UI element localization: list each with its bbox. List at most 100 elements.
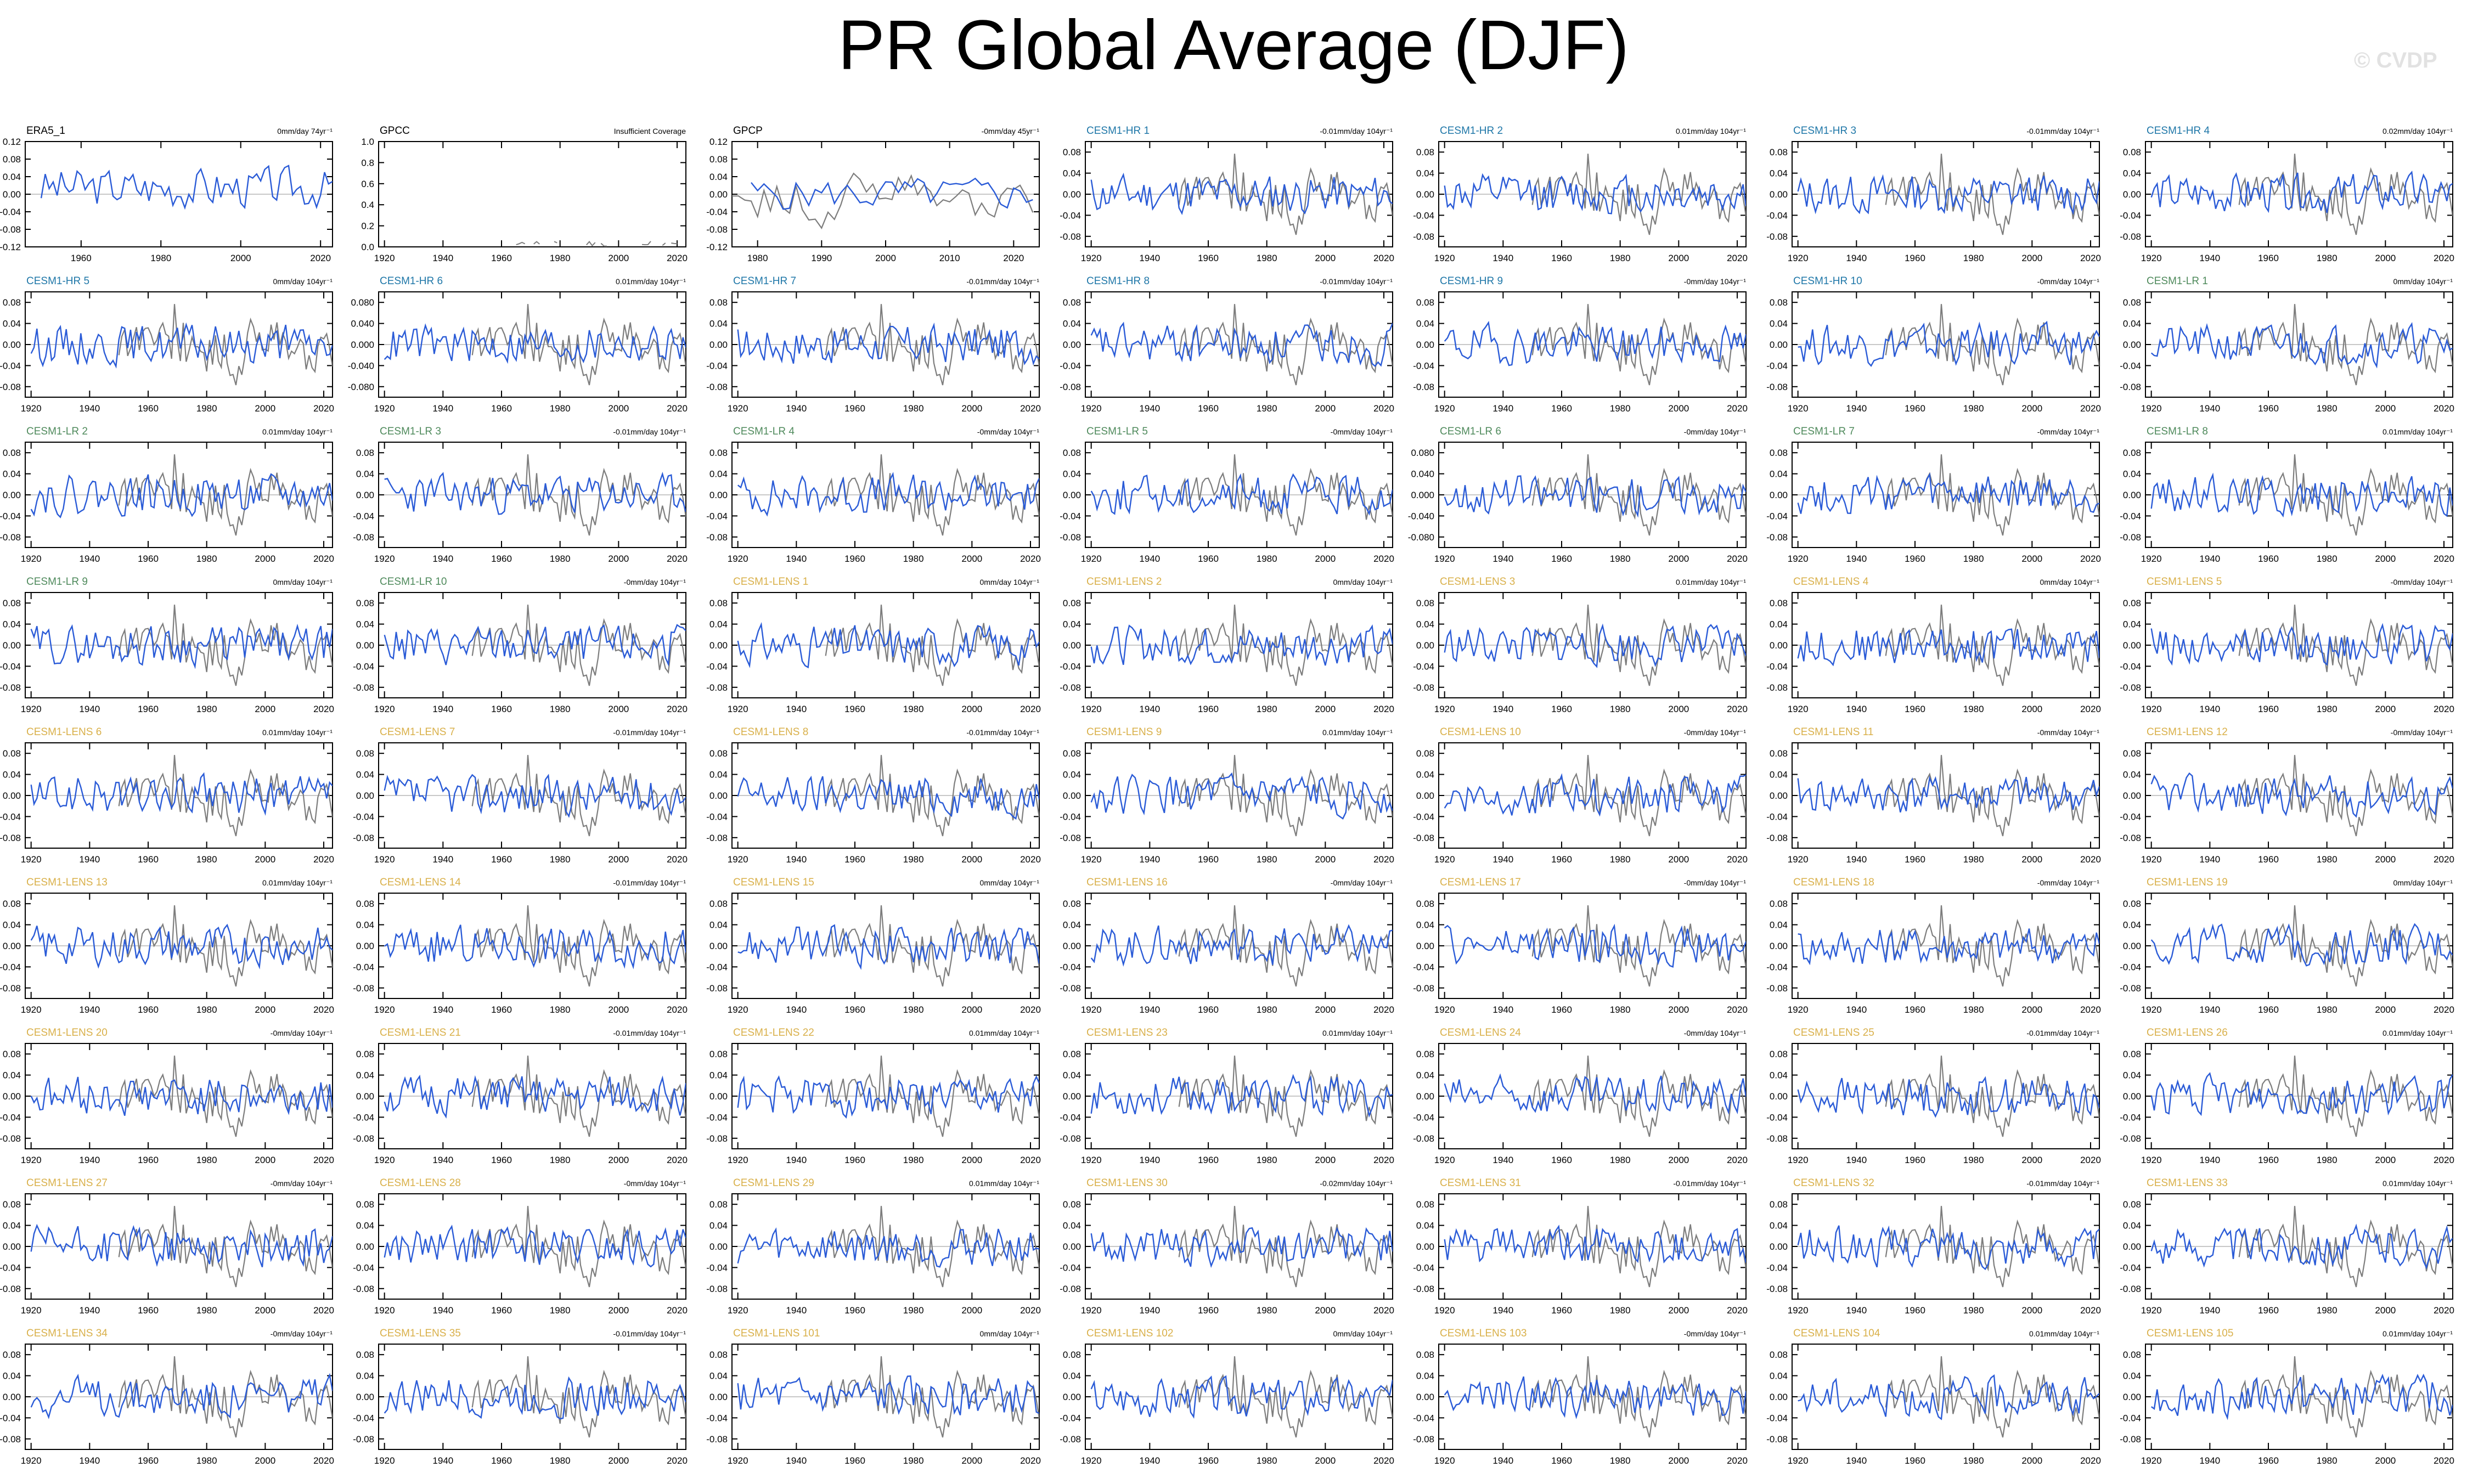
panel-cesm1-lens-11: 0.08 0.04 0.00 -0.04 -0.08 1920 1940 1960 1980 20… [1766, 726, 2101, 865]
y-tick-label: -0.04 [706, 811, 728, 822]
y-tick-label: 0.08 [709, 1199, 728, 1210]
x-tick-label: 1960 [844, 1455, 865, 1466]
x-tick-label: 1940 [786, 704, 807, 714]
obs-series-line [118, 1356, 333, 1438]
panel-cesm1-lens-20: 0.08 0.04 0.00 -0.04 -0.08 1920 1940 1960 1980 20… [0, 1027, 334, 1165]
x-tick-label: 2020 [313, 1005, 334, 1015]
x-tick-label: 2020 [1020, 1455, 1041, 1466]
x-tick-label: 1960 [491, 854, 512, 865]
y-tick-label: -0.08 [0, 224, 21, 235]
y-tick-label: 0.00 [1063, 640, 1081, 651]
y-tick-label: -0.04 [1766, 661, 1788, 672]
y-tick-label: 0.00 [1063, 189, 1081, 200]
y-tick-label: -0.08 [0, 833, 21, 843]
y-tick-label: -0.080 [1408, 532, 1434, 543]
y-tick-label: 0.000 [1411, 490, 1434, 500]
model-series-line [30, 1223, 333, 1268]
trend-label: 0mm/day 104yr⁻¹ [2393, 277, 2453, 286]
x-tick-label: 1940 [1492, 1155, 1513, 1165]
model-series-line [1090, 624, 1393, 666]
x-tick-label: 2020 [667, 403, 688, 414]
y-tick-label: -0.08 [1060, 682, 1081, 693]
x-tick-label: 1940 [1846, 403, 1867, 414]
x-tick-label: 2020 [1020, 704, 1041, 714]
x-tick-label: 1980 [1257, 1005, 1277, 1015]
x-tick-label: 2000 [2021, 554, 2042, 564]
y-tick-label: 0.04 [2123, 1221, 2141, 1231]
y-tick-label: 0.00 [2123, 340, 2141, 350]
model-series-line [1444, 773, 1746, 817]
y-tick-label: -0.04 [706, 1112, 728, 1122]
x-tick-label: 1940 [1139, 1305, 1160, 1316]
y-tick-label: -0.04 [1766, 962, 1788, 972]
x-tick-label: 1940 [1139, 854, 1160, 865]
x-tick-label: 1980 [196, 1455, 217, 1466]
y-tick-label: -0.04 [2120, 811, 2141, 822]
x-tick-label: 1940 [1492, 554, 1513, 564]
x-tick-label: 1920 [21, 704, 42, 714]
x-tick-label: 1920 [728, 704, 748, 714]
x-tick-label: 2000 [2375, 554, 2396, 564]
x-tick-label: 2020 [1020, 1005, 1041, 1015]
model-series-line [2150, 1223, 2453, 1269]
obs-series-line [1885, 1356, 2099, 1438]
y-tick-label: 0.04 [1770, 469, 1788, 479]
y-tick-label: 0.08 [2123, 1350, 2141, 1360]
y-tick-label: -0.04 [1060, 210, 1081, 221]
x-tick-label: 2020 [667, 1305, 688, 1316]
model-series-line [1798, 1374, 2099, 1420]
x-tick-label: 2020 [1373, 403, 1394, 414]
trend-label: 0.01mm/day 104yr⁻¹ [2029, 1329, 2099, 1338]
y-tick-label: 0.00 [1770, 1392, 1788, 1402]
x-tick-label: 1960 [1905, 1455, 1925, 1466]
model-series-line [2150, 472, 2453, 518]
x-tick-label: 1940 [79, 1305, 100, 1316]
panel-cesm1-lens-8: 0.08 0.04 0.00 -0.04 -0.08 1920 1940 1960 1980 20… [706, 726, 1041, 865]
x-tick-label: 2020 [2080, 704, 2101, 714]
y-tick-label: 0.080 [1411, 448, 1434, 458]
y-tick-label: 0.04 [356, 1221, 374, 1231]
y-tick-label: -0.08 [2120, 232, 2141, 242]
panel-cesm1-lens-104: 0.08 0.04 0.00 -0.04 -0.08 1920 1940 1960 1980 20… [1766, 1328, 2101, 1466]
y-tick-label: -0.04 [1413, 962, 1434, 972]
x-tick-label: 1980 [1257, 1155, 1277, 1165]
obs-series-line [662, 242, 666, 246]
y-tick-label: -0.08 [353, 682, 374, 693]
x-tick-label: 2000 [961, 854, 982, 865]
panel-title: CESM1-LENS 28 [380, 1177, 461, 1189]
obs-series-line [2238, 905, 2453, 987]
panel-title: CESM1-LENS 20 [26, 1027, 108, 1039]
x-tick-label: 1980 [550, 1005, 571, 1015]
y-tick-label: 0.04 [3, 920, 21, 930]
x-tick-label: 2000 [2021, 854, 2042, 865]
x-tick-label: 1960 [1905, 854, 1925, 865]
y-tick-label: -0.04 [353, 1413, 374, 1423]
panel-gpcp: 0.12 0.08 0.04 0.00 -0.04 -0.08 -0.12 1980 1990 2… [706, 125, 1040, 263]
y-tick-label: -0.08 [706, 682, 728, 693]
y-tick-label: -0.08 [353, 532, 374, 543]
x-tick-label: 2020 [2080, 1005, 2101, 1015]
x-tick-label: 1920 [2141, 253, 2162, 263]
x-tick-label: 1920 [728, 1305, 748, 1316]
panel-cesm1-lens-4: 0.08 0.04 0.00 -0.04 -0.08 1920 1940 1960 1980 20… [1766, 576, 2101, 714]
x-tick-label: 1920 [1788, 1305, 1809, 1316]
model-series-line [1798, 928, 2099, 966]
x-tick-label: 2000 [2021, 1005, 2042, 1015]
y-tick-label: -0.04 [0, 1262, 21, 1273]
trend-label: 0.01mm/day 104yr⁻¹ [1322, 1029, 1393, 1037]
panel-cesm1-lr-6: 0.080 0.040 0.000 -0.040 -0.080 1920 1940 1960 1… [1408, 426, 1748, 564]
panel-cesm1-lens-23: 0.08 0.04 0.00 -0.04 -0.08 1920 1940 1960 1980 20… [1060, 1027, 1394, 1165]
x-tick-label: 2000 [2375, 1455, 2396, 1466]
trend-label: 0mm/day 104yr⁻¹ [1333, 578, 1393, 586]
x-tick-label: 2020 [2434, 1005, 2454, 1015]
y-tick-label: 0.08 [1416, 748, 1434, 759]
y-tick-label: -0.08 [0, 1133, 21, 1144]
x-tick-label: 1960 [844, 854, 865, 865]
y-tick-label: -0.08 [1766, 1284, 1788, 1294]
model-series-line [2151, 1373, 2453, 1420]
x-tick-label: 2020 [1727, 1005, 1748, 1015]
y-tick-label: 0.04 [1416, 619, 1434, 630]
x-tick-label: 1980 [550, 854, 571, 865]
x-tick-label: 2020 [313, 854, 334, 865]
